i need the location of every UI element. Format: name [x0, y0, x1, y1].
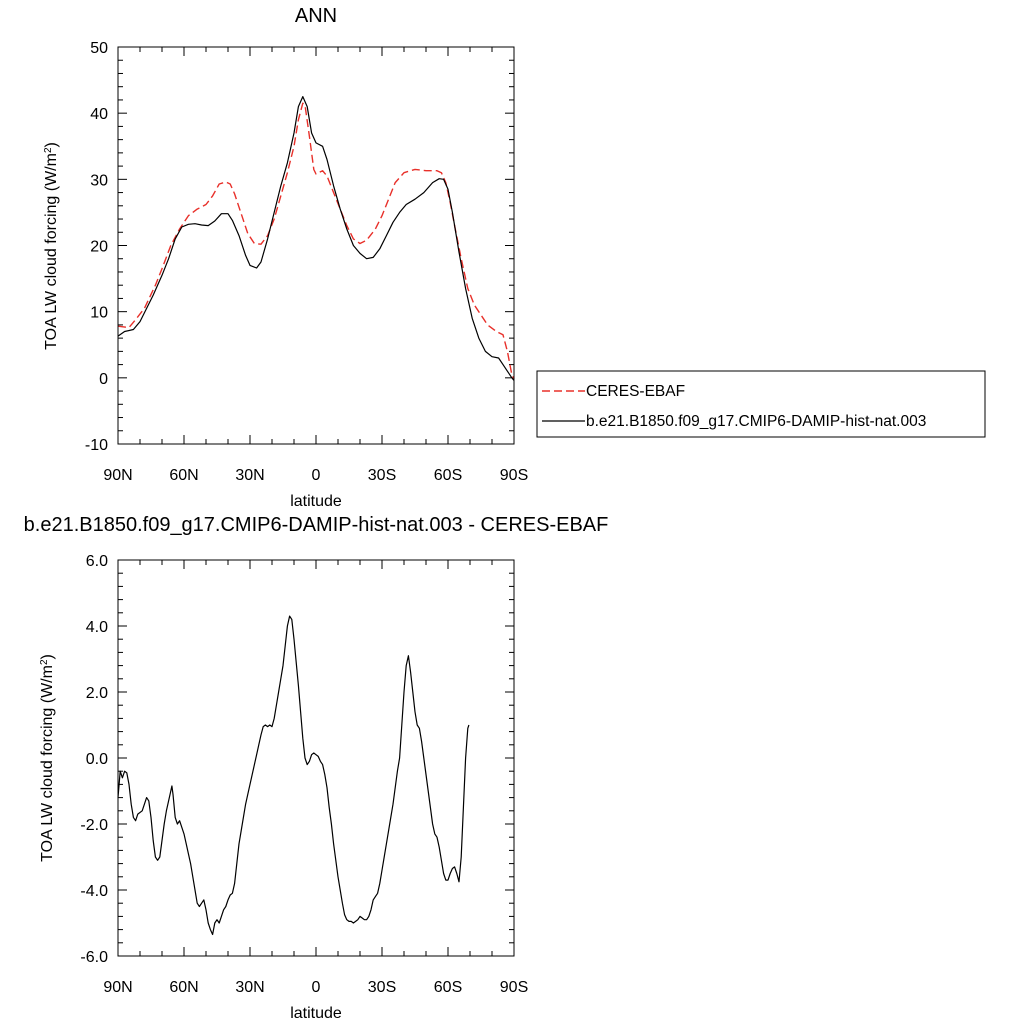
top-axis-ticks: -10 0 10 20 30 40 50 90N 60N 30N 0 30S 60S 90S	[85, 40, 528, 484]
bottom-series-line-0	[117, 615, 470, 936]
y-tick-label: 4.0	[86, 619, 108, 636]
legend-box	[536, 370, 986, 438]
y-tick-label: 20	[90, 239, 108, 256]
y-tick-label: 10	[90, 305, 108, 322]
top-series-line-0	[117, 102, 515, 380]
y-tick-label: -4.0	[80, 883, 108, 900]
x-tick-label: 90S	[500, 467, 528, 484]
y-tick-label: -6.0	[80, 949, 108, 966]
x-tick-label: 90N	[103, 979, 132, 996]
bottom-plot-frame	[117, 559, 515, 957]
top-series-line-1	[117, 95, 515, 381]
top-x-axis-label: latitude	[290, 493, 342, 510]
top-plot-frame	[117, 46, 515, 445]
x-tick-label: 60S	[434, 467, 462, 484]
top-chart-title: ANN	[295, 5, 337, 27]
y-tick-label: 30	[90, 172, 108, 189]
x-tick-label: 60N	[169, 467, 198, 484]
y-tick-label: 0	[99, 371, 108, 388]
x-tick-label: 90N	[103, 467, 132, 484]
legend-label-model: b.e21.B1850.f09_g17.CMIP6-DAMIP-hist-nat…	[586, 413, 926, 430]
y-tick-label: 50	[90, 40, 108, 57]
y-tick-label: 40	[90, 106, 108, 123]
top-series-layer	[117, 95, 515, 381]
x-tick-label: 30N	[235, 979, 264, 996]
x-tick-label: 90S	[500, 979, 528, 996]
x-tick-label: 30N	[235, 467, 264, 484]
bottom-x-axis-label: latitude	[290, 1005, 342, 1022]
y-tick-label: 0.0	[86, 751, 108, 768]
top-panel: ANN TOA LW cloud forcing (W/m2) latitude…	[43, 5, 529, 510]
bottom-panel: b.e21.B1850.f09_g17.CMIP6-DAMIP-hist-nat…	[24, 514, 609, 1022]
legend: CERES-EBAF b.e21.B1850.f09_g17.CMIP6-DAM…	[536, 370, 986, 438]
x-tick-label: 60S	[434, 979, 462, 996]
y-tick-label: -10	[85, 437, 108, 454]
bottom-y-axis-label: TOA LW cloud forcing (W/m2)	[39, 654, 57, 862]
x-tick-label: 60N	[169, 979, 198, 996]
y-tick-label: 2.0	[86, 685, 108, 702]
top-y-axis-label: TOA LW cloud forcing (W/m2)	[43, 142, 61, 350]
bottom-chart-title: b.e21.B1850.f09_g17.CMIP6-DAMIP-hist-nat…	[24, 514, 609, 536]
x-tick-label: 30S	[368, 979, 396, 996]
x-tick-label: 0	[312, 979, 321, 996]
bottom-axis-ticks: -6.0 -4.0 -2.0 0.0 2.0 4.0 6.0 90N 60N 30N 0 30S 60S…	[80, 553, 528, 996]
bottom-series-layer	[117, 615, 470, 936]
y-tick-label: -2.0	[80, 817, 108, 834]
x-tick-label: 0	[312, 467, 321, 484]
legend-label-ceres: CERES-EBAF	[586, 383, 685, 400]
y-tick-label: 6.0	[86, 553, 108, 570]
x-tick-label: 30S	[368, 467, 396, 484]
